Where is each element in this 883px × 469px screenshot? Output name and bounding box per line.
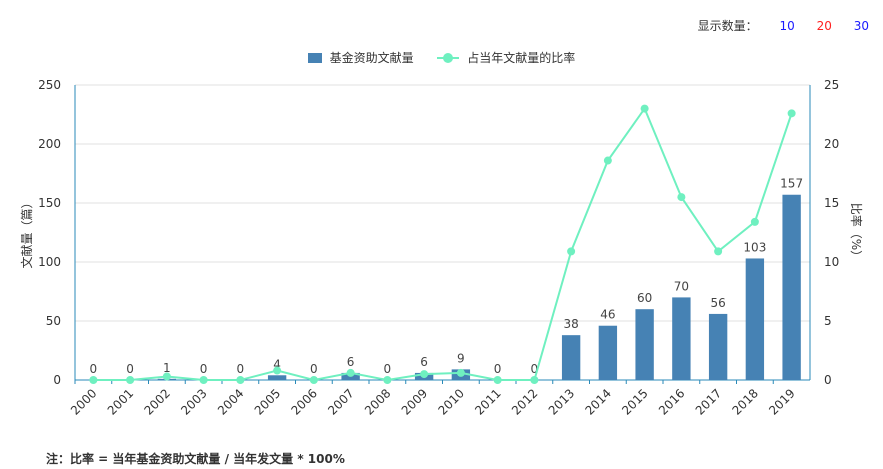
ratio-point: [126, 376, 135, 384]
bar-data-label: 0: [531, 362, 539, 376]
x-tick-label: 2002: [141, 386, 172, 417]
bar-data-label: 4: [273, 357, 281, 371]
ratio-point: [236, 376, 245, 384]
ratio-point: [162, 372, 171, 381]
y2-tick-label: 15: [824, 196, 839, 210]
bar-data-label: 0: [126, 362, 134, 376]
legend-bar-label: 基金资助文献量: [329, 51, 414, 65]
y-tick-label: 0: [53, 373, 61, 387]
ratio-point: [383, 376, 392, 384]
x-tick-label: 2011: [472, 386, 503, 417]
display-count-label: 显示数量：: [697, 19, 758, 33]
ratio-point: [640, 104, 649, 113]
display-count-option-30[interactable]: 30: [853, 19, 869, 33]
x-tick-label: 2018: [729, 386, 760, 417]
bar-data-label: 0: [494, 362, 502, 376]
x-tick-label: 2001: [105, 386, 136, 417]
ratio-point: [530, 376, 539, 384]
bar-data-label: 0: [310, 362, 318, 376]
y-tick-label: 50: [46, 314, 61, 328]
y2-tick-label: 20: [824, 137, 839, 151]
x-tick-label: 2012: [509, 386, 540, 417]
ratio-point: [677, 193, 686, 202]
bar: [598, 325, 618, 380]
y2-tick-label: 0: [824, 373, 832, 387]
y2-axis-title: 比率（%）: [849, 203, 864, 262]
bar-data-label: 9: [457, 351, 465, 365]
ratio-point: [346, 368, 355, 377]
x-tick-label: 2010: [435, 386, 466, 417]
bar-data-label: 1: [163, 361, 171, 375]
x-tick-label: 2008: [362, 386, 393, 417]
bar: [635, 309, 654, 380]
legend-item-bar[interactable]: 基金资助文献量: [307, 49, 414, 66]
x-tick-label: 2006: [288, 386, 319, 417]
ratio-point: [199, 376, 208, 384]
ratio-point: [309, 376, 318, 384]
ratio-point: [603, 156, 612, 165]
bar-data-label: 6: [347, 355, 355, 369]
bar: [708, 313, 728, 380]
bar-data-label: 6: [420, 355, 428, 369]
y-tick-label: 250: [38, 78, 61, 92]
x-tick-label: 2016: [656, 386, 687, 417]
ratio-point: [89, 376, 98, 384]
x-tick-label: 2014: [582, 386, 613, 417]
ratio-point: [493, 376, 502, 384]
bar-data-label: 0: [90, 362, 98, 376]
bar: [782, 194, 801, 380]
bar: [672, 297, 691, 380]
ratio-point: [567, 247, 576, 256]
x-tick-label: 2005: [252, 386, 283, 417]
bar-data-label: 0: [237, 362, 245, 376]
ratio-point: [750, 217, 759, 226]
ratio-point: [420, 370, 429, 379]
bar-data-label: 0: [200, 362, 208, 376]
bar: [561, 335, 581, 380]
bar-data-label: 103: [743, 240, 766, 254]
ratio-line: [93, 106, 793, 382]
y2-tick-label: 5: [824, 314, 832, 328]
y2-tick-label: 25: [824, 78, 839, 92]
ratio-point: [714, 247, 723, 256]
x-tick-label: 2000: [68, 386, 99, 417]
chart-legend: 基金资助文献量 占当年文献量的比率: [0, 49, 883, 66]
bar-data-label: 56: [710, 296, 725, 310]
bar: [267, 375, 287, 380]
x-tick-label: 2009: [399, 386, 430, 417]
bar-data-label: 70: [674, 279, 689, 293]
display-count-control: 显示数量： 10 20 30: [698, 17, 869, 34]
display-count-option-20[interactable]: 20: [816, 19, 832, 33]
display-count-option-10[interactable]: 10: [779, 19, 795, 33]
bar-data-label: 46: [600, 308, 615, 322]
bar-data-label: 60: [637, 291, 652, 305]
x-tick-label: 2007: [325, 386, 356, 417]
x-tick-label: 2003: [178, 386, 209, 417]
x-tick-label: 2013: [546, 386, 577, 417]
ratio-point: [456, 368, 465, 377]
legend-line-label: 占当年文献量的比率: [467, 51, 576, 65]
legend-item-line[interactable]: 占当年文献量的比率: [437, 49, 575, 66]
x-tick-label: 2019: [766, 386, 797, 417]
y2-tick-label: 10: [824, 255, 839, 269]
y-tick-label: 200: [38, 137, 61, 151]
x-tick-label: 2017: [693, 386, 724, 417]
ratio-point: [273, 366, 282, 375]
y-axis-title: 文献量（篇）: [19, 196, 34, 268]
bar-data-label: 157: [780, 177, 803, 191]
ratio-point: [787, 109, 796, 118]
x-tick-label: 2015: [619, 386, 650, 417]
x-tick-label: 2004: [215, 386, 246, 417]
legend-line-swatch: [437, 53, 460, 63]
bar-data-label: 38: [563, 317, 578, 331]
footnote: 注：比率 = 当年基金资助文献量 / 当年发文量 * 100%: [46, 452, 345, 466]
y-tick-label: 100: [38, 255, 61, 269]
bar: [745, 258, 765, 380]
y-tick-label: 150: [38, 196, 61, 210]
bar-data-label: 0: [384, 362, 392, 376]
legend-bar-swatch: [307, 53, 322, 63]
